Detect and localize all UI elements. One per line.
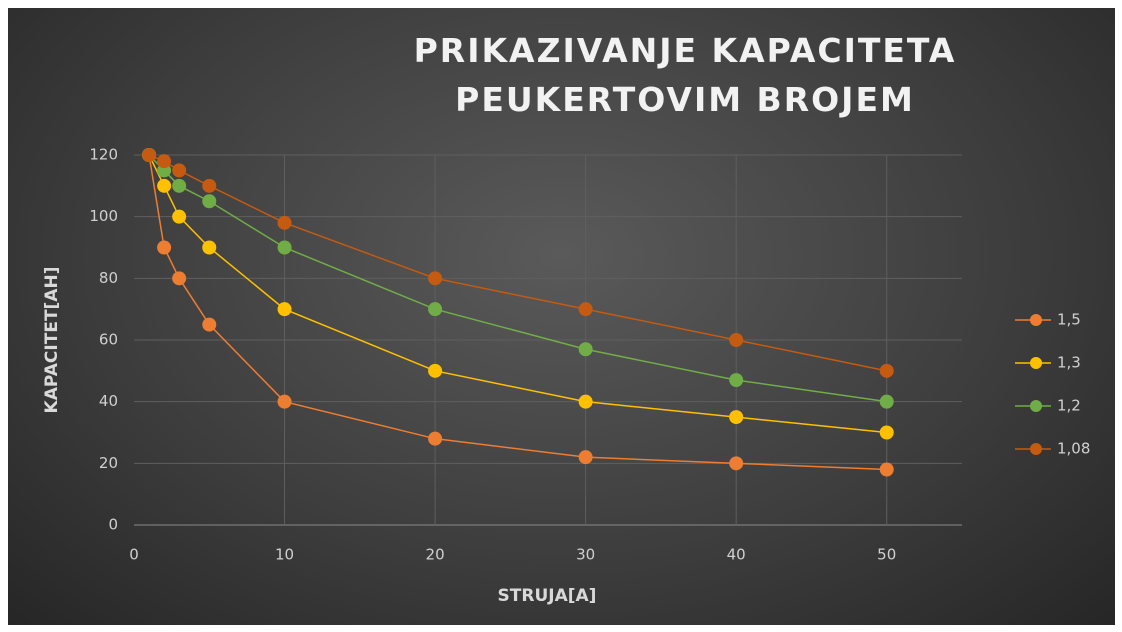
data-point: [277, 240, 292, 255]
x-tick-label: 50: [877, 546, 896, 564]
data-point: [428, 302, 443, 317]
x-tick-label: 0: [129, 546, 139, 564]
data-point: [729, 410, 744, 425]
data-point: [157, 240, 172, 255]
chart-area: STRUJA[A] KAPACITET[AH] 0 20 40 60 80 100 120 0…: [8, 8, 1115, 625]
data-point: [879, 462, 894, 477]
data-point: [578, 342, 593, 357]
data-point: [578, 450, 593, 465]
y-tick-label: 40: [99, 392, 118, 410]
y-axis-label: KAPACITET[AH]: [42, 267, 62, 414]
data-point: [879, 363, 894, 378]
data-point: [172, 209, 187, 224]
legend-marker: [1030, 357, 1042, 369]
data-point: [277, 394, 292, 409]
chart-title: PRIKAZIVANJE KAPACITETA PEUKERTOVIM BROJ…: [413, 31, 957, 119]
legend-label: 1,5: [1057, 311, 1081, 329]
data-point: [578, 302, 593, 317]
data-point: [879, 394, 894, 409]
legend-label: 1,2: [1057, 397, 1081, 415]
series-line: [148, 154, 887, 372]
data-point: [172, 163, 187, 178]
chart: STRUJA[A] KAPACITET[AH] 0 20 40 60 80 100 120 0…: [42, 146, 1090, 607]
data-point: [428, 271, 443, 286]
legend-label: 1,3: [1057, 354, 1081, 372]
series-line: [148, 154, 887, 434]
data-point: [157, 154, 172, 169]
data-point: [277, 215, 292, 230]
x-tick-label: 30: [576, 546, 595, 564]
x-tick-label: 10: [275, 546, 294, 564]
y-tick-label: 80: [99, 269, 118, 287]
data-point: [202, 178, 217, 193]
data-point: [729, 373, 744, 388]
legend-marker: [1030, 400, 1042, 412]
data-point: [172, 271, 187, 286]
y-tick-label: 60: [99, 331, 118, 349]
data-point: [142, 148, 157, 162]
y-tick-label: 0: [108, 516, 118, 534]
data-point: [277, 302, 292, 317]
y-tick-label: 120: [89, 146, 118, 164]
x-tick-label: 20: [426, 546, 445, 564]
data-point: [428, 363, 443, 378]
x-axis-label: STRUJA[A]: [498, 586, 597, 606]
series-line: [148, 154, 887, 471]
data-point: [172, 178, 187, 193]
data-point: [729, 456, 744, 471]
legend-marker: [1030, 443, 1042, 455]
data-point: [202, 240, 217, 255]
data-point: [879, 425, 894, 440]
y-tick-label: 20: [99, 454, 118, 472]
data-point: [157, 178, 172, 193]
y-tick-label: 100: [89, 207, 118, 225]
legend-marker: [1030, 314, 1042, 326]
x-tick-label: 40: [727, 546, 746, 564]
data-point: [202, 194, 217, 209]
data-point: [578, 394, 593, 409]
data-point: [202, 317, 217, 332]
data-point: [428, 431, 443, 446]
legend-label: 1,08: [1057, 440, 1090, 458]
data-point: [729, 333, 744, 347]
